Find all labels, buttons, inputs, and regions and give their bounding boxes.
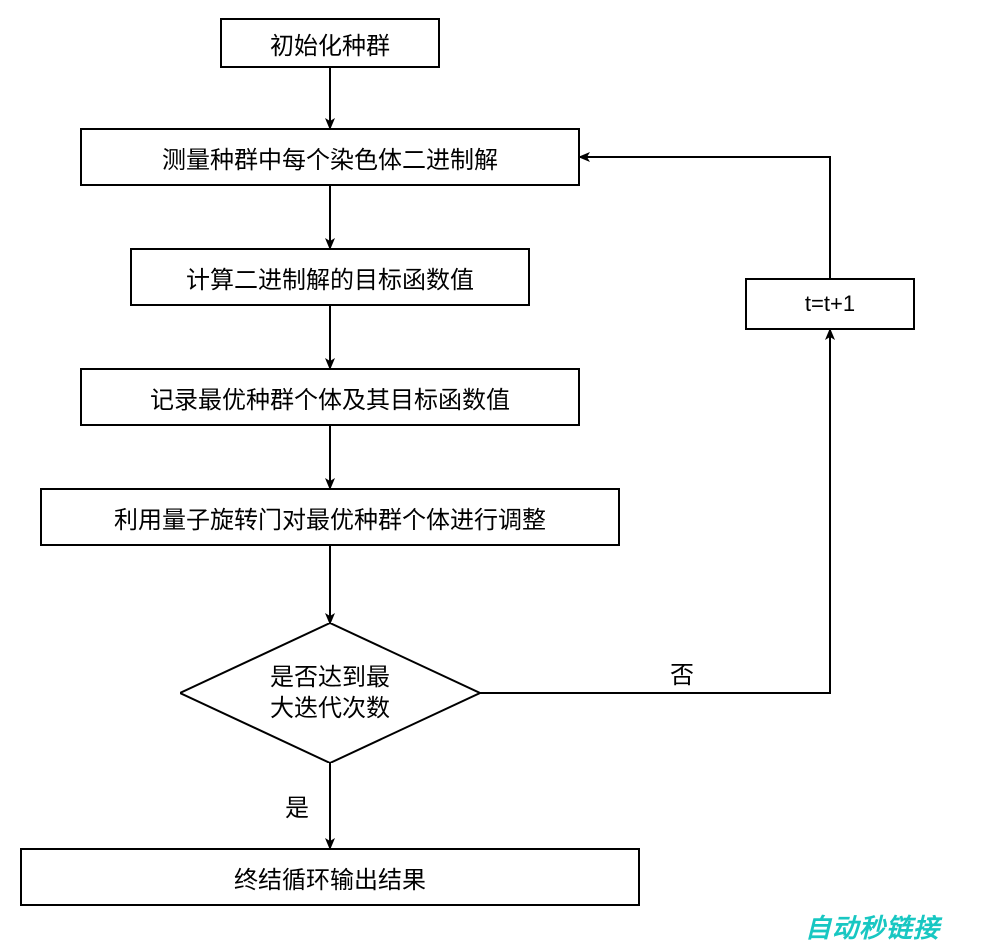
node-label: 终结循环输出结果 xyxy=(234,860,426,895)
label-text: 否 xyxy=(670,662,694,689)
node-record-best: 记录最优种群个体及其目标函数值 xyxy=(80,368,580,426)
node-label: 测量种群中每个染色体二进制解 xyxy=(162,140,498,175)
node-label: 利用量子旋转门对最优种群个体进行调整 xyxy=(114,500,546,535)
node-output-result: 终结循环输出结果 xyxy=(20,848,640,906)
node-quantum-rotation: 利用量子旋转门对最优种群个体进行调整 xyxy=(40,488,620,546)
watermark-label: 自动秒链接 xyxy=(805,913,940,943)
label-text: 是 xyxy=(285,795,309,822)
node-label: 初始化种群 xyxy=(270,26,390,61)
node-label: 计算二进制解的目标函数值 xyxy=(186,260,474,295)
node-decision-max-iter: 是否达到最 大迭代次数 xyxy=(180,623,480,763)
node-measure-chromosome: 测量种群中每个染色体二进制解 xyxy=(80,128,580,186)
node-compute-objective: 计算二进制解的目标函数值 xyxy=(130,248,530,306)
node-label: 是否达到最 大迭代次数 xyxy=(270,662,390,724)
node-increment-t: t=t+1 xyxy=(745,278,915,330)
node-label: 记录最优种群个体及其目标函数值 xyxy=(150,380,510,415)
watermark-text: 自动秒链接 xyxy=(805,908,940,945)
flowchart-canvas: 初始化种群 测量种群中每个染色体二进制解 计算二进制解的目标函数值 记录最优种群… xyxy=(0,0,1000,941)
edge-n8-n2 xyxy=(580,157,830,278)
edge-label-yes: 是 xyxy=(285,788,309,823)
edge-label-no: 否 xyxy=(670,655,694,690)
node-init-population: 初始化种群 xyxy=(220,18,440,68)
node-label: t=t+1 xyxy=(805,291,855,317)
